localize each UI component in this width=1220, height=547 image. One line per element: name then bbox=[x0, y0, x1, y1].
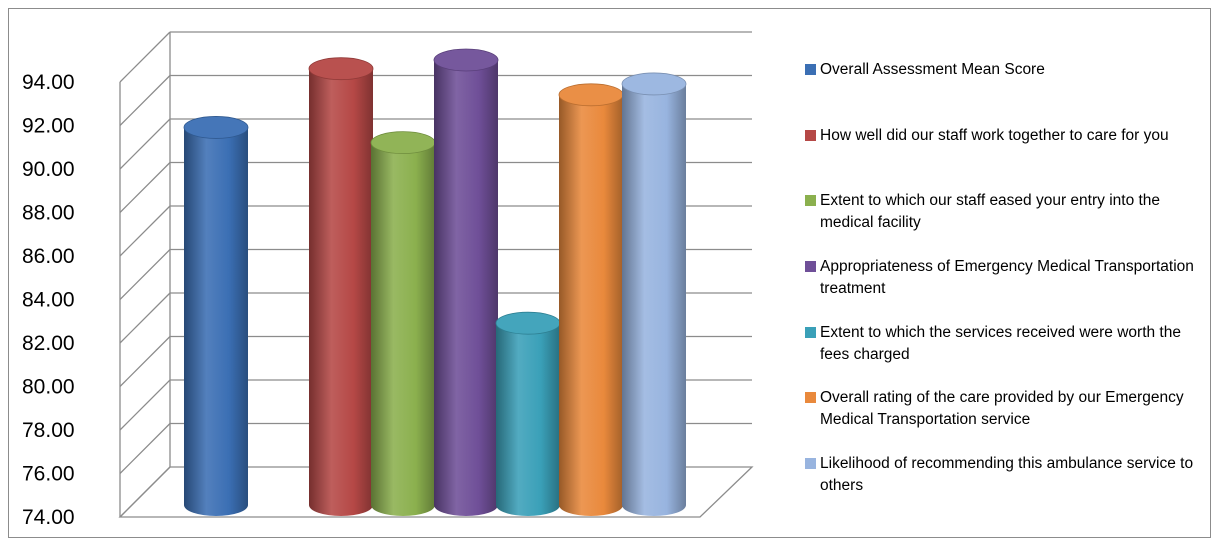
bar bbox=[621, 72, 687, 517]
legend-item: Overall Assessment Mean Score bbox=[805, 59, 1200, 81]
bar-top bbox=[621, 72, 687, 96]
bar-body bbox=[184, 127, 248, 517]
legend-label: Likelihood of recommending this ambulanc… bbox=[820, 455, 1194, 494]
y-tick-label: 84.00 bbox=[22, 289, 75, 312]
bar-body bbox=[496, 323, 560, 516]
bar-top bbox=[370, 131, 436, 155]
y-axis-ticks: 74.00 76.00 78.00 80.00 82.00 84.00 86.00 88.00… bbox=[22, 71, 75, 529]
legend-item: Appropriateness of Emergency Medical Tra… bbox=[805, 256, 1200, 300]
legend-label: Appropriateness of Emergency Medical Tra… bbox=[820, 258, 1194, 297]
legend-swatch bbox=[805, 261, 816, 272]
y-tick-label: 90.00 bbox=[22, 158, 75, 181]
legend-item: Likelihood of recommending this ambulanc… bbox=[805, 453, 1200, 497]
bar-body bbox=[559, 94, 623, 517]
legend-label: How well did our staff work together to … bbox=[820, 127, 1169, 144]
bar bbox=[433, 48, 499, 516]
y-tick-label: 94.00 bbox=[22, 71, 75, 94]
legend: Overall Assessment Mean Score How well di… bbox=[805, 0, 1205, 547]
y-tick-label: 86.00 bbox=[22, 245, 75, 268]
y-tick-label: 76.00 bbox=[22, 463, 75, 486]
gridline bbox=[119, 31, 752, 83]
y-tick-label: 80.00 bbox=[22, 376, 75, 399]
bar-body bbox=[622, 83, 686, 517]
legend-item: How well did our staff work together to … bbox=[805, 125, 1200, 147]
y-tick-label: 78.00 bbox=[22, 419, 75, 442]
bar bbox=[558, 83, 624, 517]
legend-swatch bbox=[805, 64, 816, 75]
legend-swatch bbox=[805, 458, 816, 469]
bar-top bbox=[308, 57, 374, 81]
legend-swatch bbox=[805, 130, 816, 141]
legend-item: Extent to which our staff eased your ent… bbox=[805, 190, 1200, 234]
legend-label: Extent to which our staff eased your ent… bbox=[820, 192, 1161, 231]
y-tick-label: 92.00 bbox=[22, 115, 75, 138]
y-tick-label: 74.00 bbox=[22, 506, 75, 529]
legend-swatch bbox=[805, 392, 816, 403]
legend-swatch bbox=[805, 195, 816, 206]
bar-body bbox=[371, 142, 435, 516]
legend-label: Overall Assessment Mean Score bbox=[820, 61, 1045, 78]
y-tick-label: 88.00 bbox=[22, 202, 75, 225]
legend-label: Extent to which the services received we… bbox=[820, 324, 1181, 363]
legend-label: Overall rating of the care provided by o… bbox=[820, 389, 1184, 428]
bars bbox=[183, 48, 687, 517]
bar-top bbox=[495, 311, 561, 335]
legend-item: Extent to which the services received we… bbox=[805, 322, 1200, 366]
bar bbox=[183, 116, 249, 517]
bar bbox=[308, 57, 374, 516]
legend-swatch bbox=[805, 327, 816, 338]
y-tick-label: 82.00 bbox=[22, 332, 75, 355]
bar-body bbox=[434, 60, 498, 516]
gridline bbox=[119, 466, 171, 518]
bar-top bbox=[433, 48, 499, 72]
legend-item: Overall rating of the care provided by o… bbox=[805, 387, 1200, 431]
bar-top bbox=[183, 116, 249, 139]
chart-frame bbox=[8, 8, 1211, 538]
bar-top bbox=[558, 83, 624, 107]
bar-body bbox=[309, 68, 373, 516]
bar bbox=[495, 311, 561, 516]
bar bbox=[370, 131, 436, 516]
